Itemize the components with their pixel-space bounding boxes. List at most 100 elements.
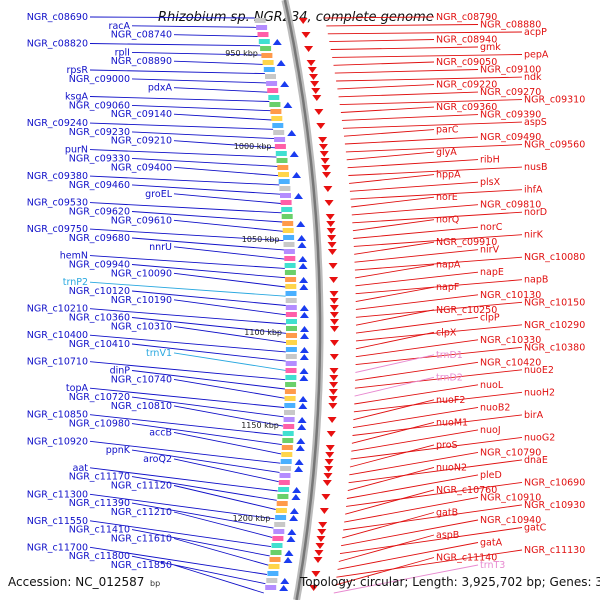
gene-label-right: NGR_c09270 xyxy=(480,87,541,98)
connector-left xyxy=(131,423,282,446)
reverse-gene-glyph xyxy=(276,60,286,66)
connector-right xyxy=(329,39,435,43)
category-box xyxy=(269,102,281,107)
scale-label: 1150 kbp xyxy=(241,421,279,430)
connector-left xyxy=(173,378,285,399)
connector-right xyxy=(353,399,435,421)
connector-left xyxy=(131,211,283,223)
gene-label-left: NGR_c10090 xyxy=(111,268,172,279)
gene-label-left: NGR_c10400 xyxy=(27,330,88,341)
gene-label-left: ksgA xyxy=(65,92,88,103)
gene-label-right: ihfA xyxy=(524,185,543,196)
reverse-gene-glyph xyxy=(292,172,302,178)
category-box xyxy=(282,438,294,443)
gene-label-left: NGR_c10210 xyxy=(27,304,88,315)
forward-gene-glyph xyxy=(328,396,338,402)
gene-label-right: NGR_c11130 xyxy=(524,545,585,556)
forward-gene-glyph xyxy=(315,543,325,549)
gene-label-right: NGR_c10420 xyxy=(480,357,541,368)
gene-label-right: NGR_c10760 xyxy=(436,485,497,496)
category-box xyxy=(279,473,291,478)
forward-gene-glyph xyxy=(329,375,339,381)
category-box xyxy=(281,452,293,457)
category-box xyxy=(279,186,291,191)
connector-right xyxy=(350,189,523,200)
scale-label: 1200 kbp xyxy=(233,514,271,523)
forward-gene-glyph xyxy=(325,214,335,220)
category-box xyxy=(286,319,297,324)
gene-label-left: NGR_c08690 xyxy=(27,12,88,23)
connector-right xyxy=(352,219,435,232)
gene-label-right: NGR_c09910 xyxy=(436,237,497,248)
category-box xyxy=(285,298,297,303)
category-box xyxy=(281,445,293,450)
category-box xyxy=(285,361,297,366)
length-text: Length: 3,925,702 bp; xyxy=(412,575,546,589)
connector-right xyxy=(355,324,523,342)
forward-gene-glyph xyxy=(327,249,337,255)
connector-right xyxy=(342,121,523,129)
forward-gene-glyph xyxy=(328,403,338,409)
gene-label-right: NGR_c10290 xyxy=(524,320,585,331)
category-box xyxy=(276,501,288,506)
bp-unit-label: bp xyxy=(150,579,161,588)
category-box xyxy=(275,508,287,513)
connector-right xyxy=(346,151,435,161)
connector-right xyxy=(355,361,479,381)
connector-left xyxy=(89,361,286,381)
connector-left xyxy=(173,538,269,566)
gene-label-right: nuoG2 xyxy=(524,432,555,443)
category-box xyxy=(277,165,289,170)
connector-right xyxy=(355,279,523,295)
gene-label-right: NGR_c09490 xyxy=(480,132,541,143)
gene-label-right: NGR_c09050 xyxy=(436,57,497,68)
gene-label-right: trnT3 xyxy=(480,560,505,571)
connector-right xyxy=(351,421,435,444)
gene-label-right: NGR_c10930 xyxy=(524,500,585,511)
connector-right xyxy=(355,294,479,310)
connector-left xyxy=(173,564,264,594)
forward-gene-glyph xyxy=(307,67,317,73)
connector-right xyxy=(330,46,479,50)
category-box xyxy=(285,284,297,289)
connector-right xyxy=(355,354,435,373)
reverse-gene-glyph xyxy=(299,305,309,311)
category-box xyxy=(285,382,297,387)
gene-label-right: plsX xyxy=(480,177,501,188)
connector-right xyxy=(348,459,523,484)
reverse-gene-glyph xyxy=(297,242,307,248)
connector-left xyxy=(131,131,275,140)
gene-label-right: NGR_c08790 xyxy=(436,12,497,23)
connector-left xyxy=(131,449,280,473)
connector-right xyxy=(355,339,479,358)
connector-right xyxy=(355,271,479,287)
connector-right xyxy=(342,512,435,539)
gene-label-left: NGR_c10980 xyxy=(69,419,130,430)
category-box xyxy=(260,46,272,51)
category-box xyxy=(258,39,270,44)
connector-left xyxy=(131,290,286,306)
gene-label-left: NGR_c08820 xyxy=(27,39,88,50)
gene-label-right: pleD xyxy=(480,470,502,481)
category-box xyxy=(262,60,274,65)
forward-gene-glyph xyxy=(323,473,333,479)
category-box xyxy=(284,396,296,401)
connector-right xyxy=(347,466,435,492)
connector-left xyxy=(173,113,272,121)
category-box xyxy=(283,249,295,254)
forward-gene-glyph xyxy=(326,228,336,234)
gene-label-left: NGR_c10720 xyxy=(69,392,130,403)
connector-right xyxy=(355,264,435,279)
category-box xyxy=(273,130,285,135)
forward-gene-glyph xyxy=(319,508,329,514)
reverse-gene-glyph xyxy=(289,508,299,514)
gene-label-left: aat xyxy=(73,463,89,474)
connector-right xyxy=(340,106,435,113)
gene-label-left: accB xyxy=(149,427,172,438)
connector-left xyxy=(89,281,286,297)
connector-right xyxy=(353,391,523,413)
connector-right xyxy=(341,114,479,121)
gene-label-left: trnP2 xyxy=(63,277,88,288)
connector-right xyxy=(351,196,435,208)
